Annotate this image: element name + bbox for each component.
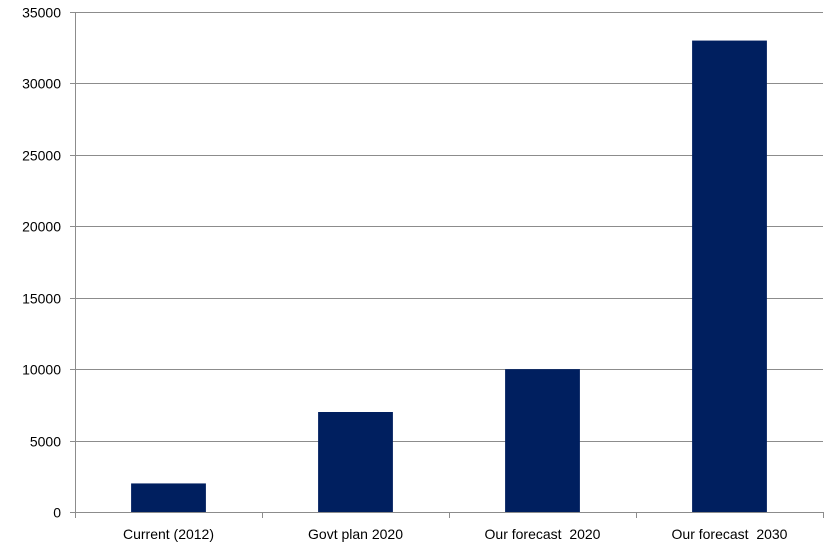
y-tick-label: 20000: [22, 219, 61, 235]
bars: [131, 40, 767, 512]
y-tick-label: 0: [53, 505, 61, 521]
y-tick-label: 25000: [22, 148, 61, 164]
x-tick-label: Govt plan 2020: [308, 526, 403, 542]
axes: [75, 12, 824, 518]
bar-2: [318, 412, 393, 512]
bar-4: [692, 40, 767, 512]
x-tick-label: Our forecast 2030: [672, 526, 788, 542]
bar-3: [505, 369, 580, 512]
y-tick-labels: 0 5000 10000 15000 20000 25000 30000 35000: [22, 5, 61, 521]
y-tick-label: 10000: [22, 362, 61, 378]
y-tick-label: 5000: [30, 434, 61, 450]
y-tick-label: 35000: [22, 5, 61, 21]
bar-1: [131, 483, 206, 512]
y-tick-label: 15000: [22, 291, 61, 307]
x-tick-labels: Current (2012) Govt plan 2020 Our forecast…: [123, 526, 788, 542]
x-tick-label: Our forecast 2020: [485, 526, 601, 542]
x-tick-label: Current (2012): [123, 526, 214, 542]
y-tick-label: 30000: [22, 76, 61, 92]
